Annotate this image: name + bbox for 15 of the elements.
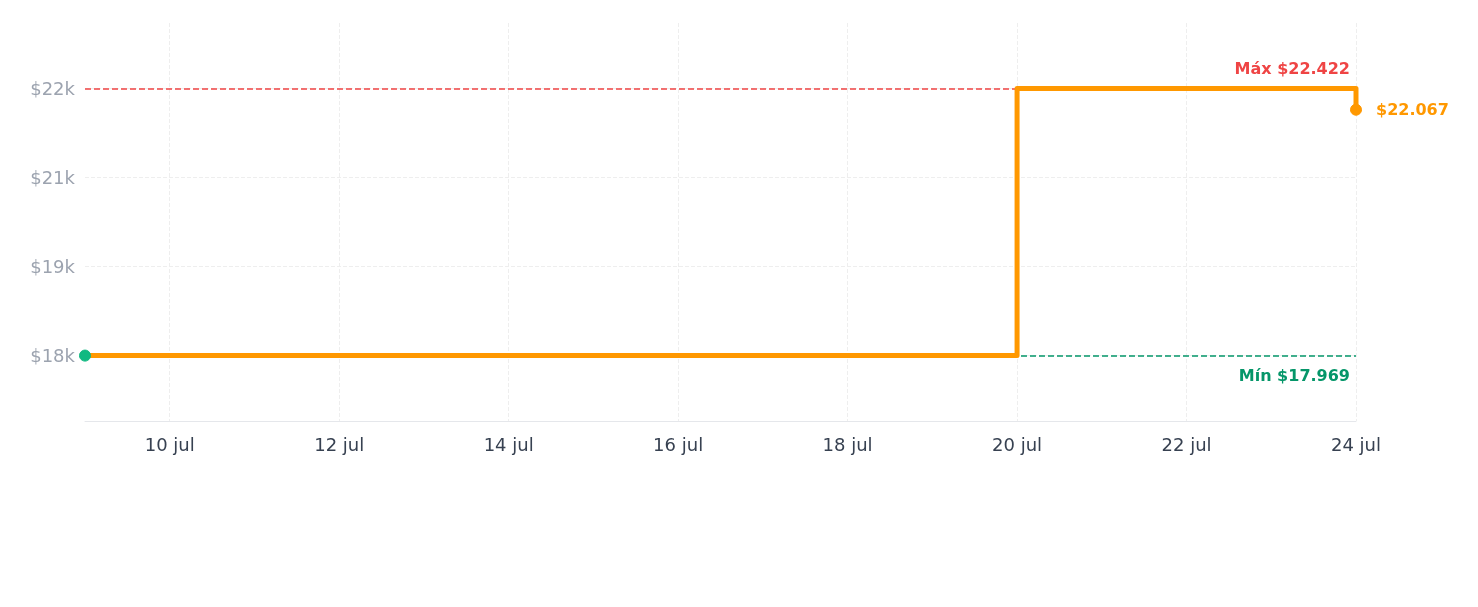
- x-tick-label: 14 jul: [483, 433, 534, 455]
- y-tick-label: $19k: [30, 256, 76, 278]
- y-tick-label: $21k: [30, 166, 76, 188]
- y-tick-label: $22k: [30, 77, 76, 99]
- x-tick-label: 18 jul: [822, 433, 873, 455]
- x-tick-label: 22 jul: [1161, 433, 1212, 455]
- ref-line-label: Mín $17.969: [1238, 366, 1350, 386]
- y-tick-label: $18k: [30, 345, 76, 367]
- ref-line-label: Máx $22.422: [1234, 58, 1350, 78]
- x-tick-label: 12 jul: [314, 433, 365, 455]
- x-tick-label: 20 jul: [992, 433, 1043, 455]
- x-tick-label: 16 jul: [653, 433, 704, 455]
- x-tick-label: 24 jul: [1330, 433, 1382, 455]
- x-tick-label: 10 jul: [144, 433, 195, 455]
- data-label: $22.067: [1376, 100, 1449, 120]
